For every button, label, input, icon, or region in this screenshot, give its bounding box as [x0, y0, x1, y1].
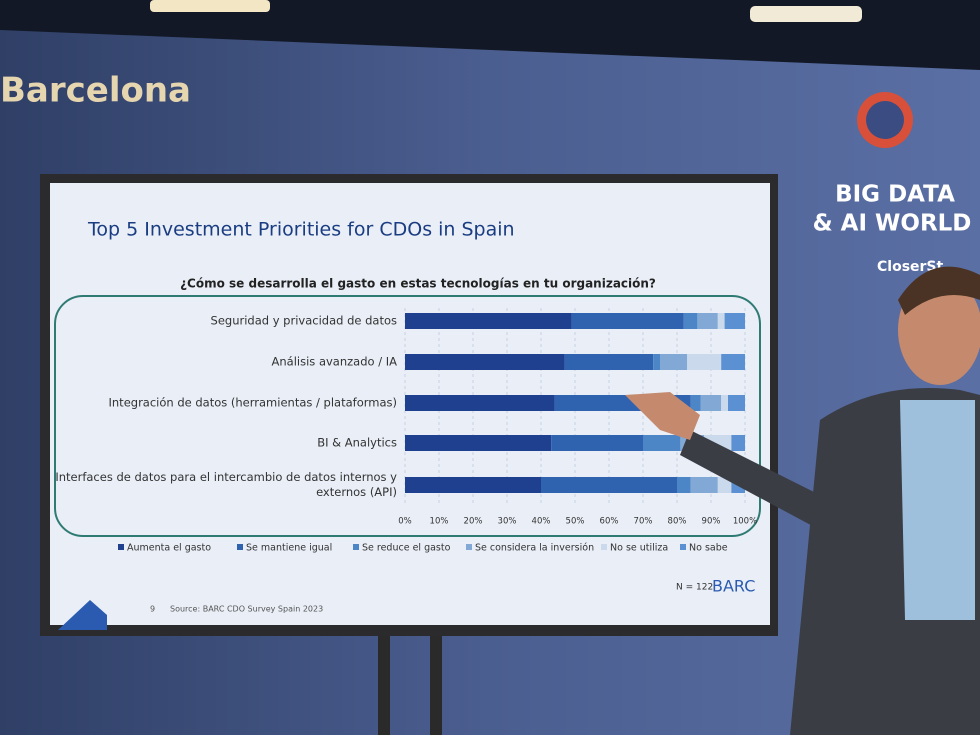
bar-segment	[551, 435, 643, 451]
bar-segment	[683, 313, 698, 329]
venue: Barcelona	[0, 71, 191, 111]
bar-segment	[721, 354, 745, 370]
hair	[898, 266, 980, 315]
bar-segment	[653, 354, 660, 370]
bar-segment	[677, 477, 691, 493]
x-tick-label: 90%	[702, 517, 721, 527]
bar-segment	[405, 354, 565, 370]
legend-label: Se considera la inversión	[475, 543, 594, 554]
x-tick-label: 10%	[430, 517, 449, 527]
bar-segment	[405, 395, 555, 411]
x-tick-label: 60%	[600, 517, 619, 527]
legend-label: Se reduce el gasto	[362, 543, 451, 554]
sponsor: CloserSt	[877, 259, 944, 275]
x-tick-label: 20%	[464, 517, 483, 527]
bar-segment	[660, 354, 688, 370]
lamp	[750, 6, 862, 22]
arm	[680, 430, 830, 530]
category-label: Análisis avanzado / IA	[271, 354, 397, 369]
hand	[625, 392, 700, 440]
category-label: Seguridad y privacidad de datos	[210, 313, 397, 328]
sample-size: N = 122	[676, 583, 713, 593]
event-name: BIG DATA	[835, 182, 955, 208]
legend-swatch	[237, 544, 243, 550]
legend-label: Se mantiene igual	[246, 543, 332, 554]
event-name: & AI WORLD	[813, 211, 972, 237]
x-tick-label: 0%	[398, 517, 412, 527]
stand	[430, 628, 442, 735]
x-tick-label: 80%	[668, 517, 687, 527]
source: Source: BARC CDO Survey Spain 2023	[170, 605, 323, 614]
bar-segment	[690, 477, 718, 493]
bar-segment	[564, 354, 654, 370]
bar-segment	[700, 395, 722, 411]
bar-segment	[690, 395, 701, 411]
legend-label: Aumenta el gasto	[127, 543, 211, 554]
legend-swatch	[601, 544, 607, 550]
bar-segment	[728, 395, 745, 411]
x-tick-label: 50%	[566, 517, 585, 527]
chart-title: Top 5 Investment Priorities for CDOs in …	[87, 219, 515, 241]
bar-segment	[541, 477, 677, 493]
bar-segment	[571, 313, 684, 329]
category-label: Integración de datos (herramientas / pla…	[108, 395, 398, 410]
page-number: 9	[150, 605, 155, 614]
bar-segment	[717, 313, 725, 329]
x-tick-label: 40%	[532, 517, 551, 527]
x-tick-label: 70%	[634, 517, 653, 527]
stand	[378, 628, 390, 735]
bar-segment	[687, 354, 722, 370]
legend-swatch	[353, 544, 359, 550]
lamp	[150, 0, 270, 12]
bar-segment	[717, 477, 732, 493]
bar-segment	[405, 435, 552, 451]
legend-swatch	[118, 544, 124, 550]
x-tick-label: 100%	[733, 517, 757, 527]
bar-segment	[405, 477, 541, 493]
category-label: BI & Analytics	[317, 435, 397, 450]
shirt	[900, 400, 975, 620]
category-label: Interfaces de datos para el intercambio …	[55, 470, 397, 499]
legend-swatch	[466, 544, 472, 550]
event-logo	[866, 101, 904, 139]
bar-segment	[724, 313, 745, 329]
bar-segment	[731, 435, 745, 451]
legend-label: No sabe	[689, 543, 728, 554]
presenter	[625, 266, 980, 735]
bar-segment	[643, 435, 681, 451]
legend-label: No se utiliza	[610, 543, 668, 554]
legend-swatch	[680, 544, 686, 550]
bar-segment	[721, 395, 728, 411]
slide-decoration	[58, 600, 107, 630]
highlight-frame	[54, 295, 761, 537]
bar-segment	[697, 313, 718, 329]
brand: BARC	[712, 577, 755, 596]
bar-segment	[405, 313, 572, 329]
chart-subtitle: ¿Cómo se desarrolla el gasto en estas te…	[180, 277, 656, 291]
x-tick-label: 30%	[498, 517, 517, 527]
